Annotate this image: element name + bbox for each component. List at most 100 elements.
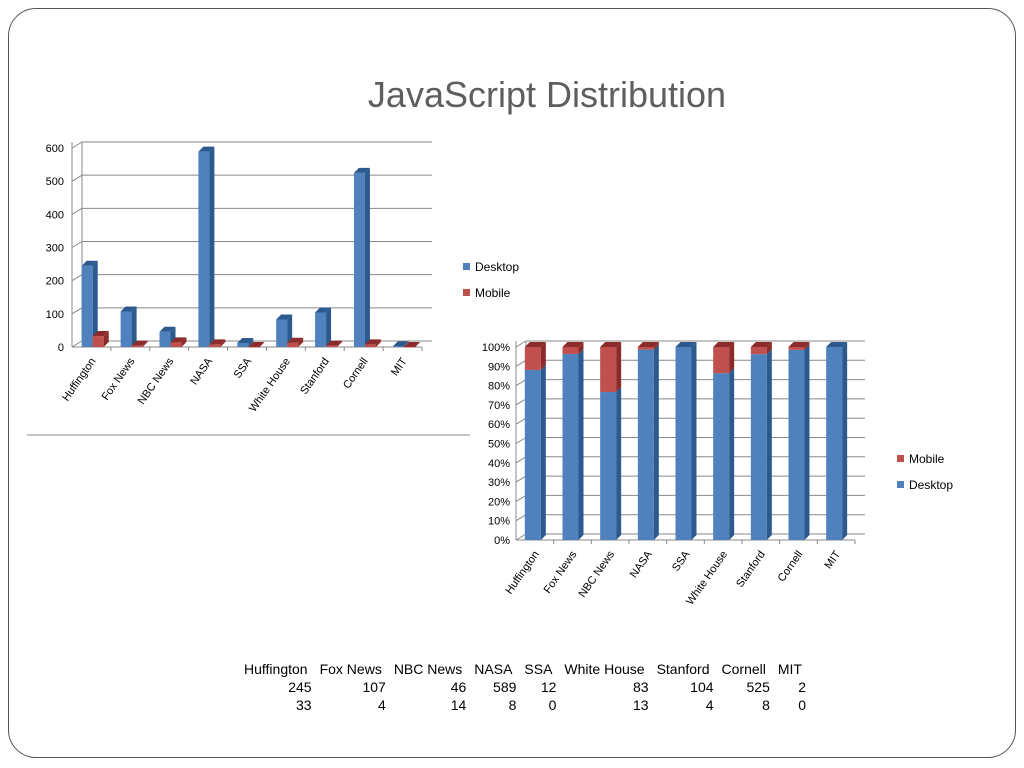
table-cell: 525 bbox=[746, 679, 770, 695]
bar-mobile bbox=[788, 347, 805, 350]
table-cell: 8 bbox=[508, 697, 517, 713]
bar-desktop-side bbox=[691, 342, 697, 540]
bar-desktop bbox=[637, 349, 654, 540]
bar-mobile bbox=[170, 342, 182, 347]
gridline-diag bbox=[515, 494, 527, 502]
bar-mobile-top bbox=[637, 342, 659, 347]
table-cell: 0 bbox=[798, 697, 806, 713]
gridline-diag bbox=[515, 359, 527, 367]
bar-desktop-side bbox=[403, 341, 409, 347]
bar-mobile bbox=[209, 344, 221, 347]
bar-mobile bbox=[713, 347, 730, 374]
bar-mobile bbox=[364, 344, 376, 347]
bar-desktop bbox=[524, 369, 541, 540]
y-tick-label: 10% bbox=[488, 516, 510, 528]
table-cell: 4 bbox=[705, 697, 714, 713]
y-tick-label: 20% bbox=[488, 496, 510, 508]
bar-mobile-side bbox=[259, 342, 265, 348]
bar-desktop bbox=[826, 347, 843, 540]
table-header-cell: Huffington bbox=[244, 661, 308, 677]
bar-desktop-side bbox=[248, 338, 254, 347]
bar-desktop bbox=[81, 265, 93, 347]
y-tick-label: 100 bbox=[46, 309, 64, 321]
bar-desktop bbox=[237, 343, 249, 347]
table-header-cell: MIT bbox=[777, 661, 802, 677]
gridline-diag bbox=[71, 207, 83, 215]
gridline-diag bbox=[515, 475, 527, 483]
bar-mobile-side bbox=[766, 342, 772, 355]
bar-desktop-top bbox=[826, 342, 848, 347]
bar-mobile-side bbox=[729, 342, 735, 374]
bar-desktop bbox=[713, 373, 730, 540]
table-cell: 13 bbox=[633, 697, 649, 713]
table-cell: 107 bbox=[362, 679, 386, 695]
bar-desktop bbox=[675, 347, 692, 540]
bar-desktop-side bbox=[364, 167, 370, 347]
bar-mobile bbox=[600, 347, 617, 393]
y-tick-label: 0% bbox=[494, 535, 510, 547]
table-cell: 12 bbox=[540, 679, 557, 695]
x-tick-label: SSA bbox=[670, 548, 693, 573]
bar-mobile-side bbox=[337, 340, 343, 347]
bar-desktop bbox=[159, 331, 171, 347]
bar-mobile-top bbox=[170, 337, 187, 343]
bar-mobile-top bbox=[524, 342, 546, 347]
y-tick-label: 50% bbox=[488, 439, 510, 451]
bar-mobile-top bbox=[92, 331, 109, 337]
gridline-diag bbox=[71, 141, 83, 149]
legend-label-mobile: Mobile bbox=[909, 452, 945, 466]
table-cell: 0 bbox=[548, 697, 557, 713]
gridline-diag bbox=[515, 514, 527, 522]
y-tick-label: 60% bbox=[488, 419, 510, 431]
bar-desktop-side bbox=[616, 387, 622, 540]
bar-desktop-side bbox=[653, 344, 659, 540]
gridline-diag bbox=[515, 398, 527, 406]
table-header-row: Huffington Fox News NBC News NASA SSA Wh… bbox=[240, 660, 810, 678]
bar-desktop-side bbox=[766, 349, 772, 540]
gridline-diag bbox=[71, 340, 83, 348]
table-header-cell: Cornell bbox=[721, 661, 766, 677]
bar-mobile-top bbox=[364, 339, 381, 345]
bar-mobile-side bbox=[653, 342, 659, 350]
x-tick-label: Stanford bbox=[734, 549, 768, 590]
y-tick-label: 200 bbox=[46, 276, 64, 288]
bar-desktop bbox=[353, 172, 365, 347]
legend-swatch-mobile bbox=[463, 289, 470, 296]
x-tick-label: Fox News bbox=[542, 548, 580, 595]
bar-mobile-side bbox=[540, 342, 546, 370]
x-tick-label: Cornell bbox=[776, 549, 806, 584]
legend-label-desktop: Desktop bbox=[909, 478, 953, 492]
gridline-diag bbox=[71, 274, 83, 282]
table-cell: 83 bbox=[633, 679, 649, 695]
bar-mobile-top bbox=[209, 339, 226, 345]
bar-mobile-top bbox=[750, 342, 772, 347]
y-tick-label: 600 bbox=[46, 143, 64, 155]
bar-mobile-top bbox=[326, 340, 343, 346]
x-tick-label: NASA bbox=[628, 548, 655, 580]
bar-desktop bbox=[600, 392, 617, 540]
bar-mobile-side bbox=[220, 339, 226, 347]
x-tick-label: NBC News bbox=[576, 548, 617, 599]
bar-mobile bbox=[562, 347, 579, 354]
bar-desktop-side bbox=[209, 146, 215, 347]
bar-desktop bbox=[392, 346, 404, 347]
table-row: 33 4 14 8 0 13 4 8 0 bbox=[240, 696, 810, 714]
bar-mobile-top bbox=[788, 342, 810, 347]
gridline-diag bbox=[71, 307, 83, 315]
table-cell: 8 bbox=[762, 697, 770, 713]
bar-desktop-side bbox=[804, 344, 810, 540]
y-tick-label: 40% bbox=[488, 458, 510, 470]
table-header-cell: Fox News bbox=[319, 661, 382, 677]
bar-mobile-top bbox=[131, 340, 148, 346]
y-tick-label: 400 bbox=[46, 209, 64, 221]
bar-mobile bbox=[248, 347, 260, 348]
bar-desktop-side bbox=[326, 307, 332, 347]
table-cell: 589 bbox=[493, 679, 517, 695]
gridline-diag bbox=[515, 437, 527, 444]
bar-desktop-side bbox=[578, 348, 584, 540]
y-tick-label: 100% bbox=[482, 342, 510, 354]
bar-mobile bbox=[131, 345, 143, 347]
bar-desktop-top bbox=[120, 306, 137, 312]
x-tick-label: MIT bbox=[822, 549, 843, 572]
